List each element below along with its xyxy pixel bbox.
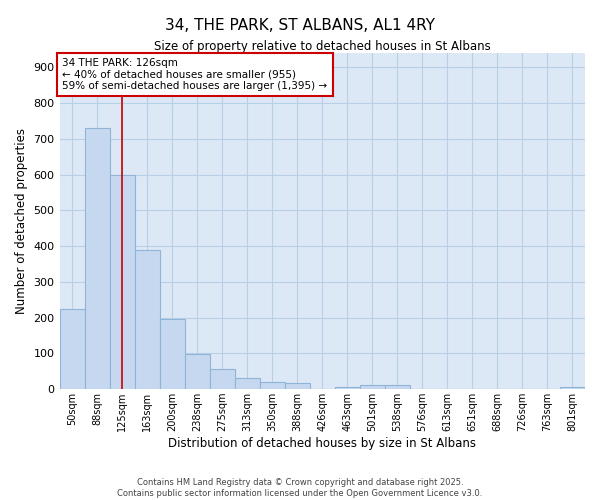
Bar xyxy=(335,388,360,389)
Text: Contains HM Land Registry data © Crown copyright and database right 2025.
Contai: Contains HM Land Registry data © Crown c… xyxy=(118,478,482,498)
Title: Size of property relative to detached houses in St Albans: Size of property relative to detached ho… xyxy=(154,40,491,53)
Bar xyxy=(385,385,410,389)
Bar xyxy=(285,382,310,389)
Bar xyxy=(185,354,209,389)
Text: 34, THE PARK, ST ALBANS, AL1 4RY: 34, THE PARK, ST ALBANS, AL1 4RY xyxy=(165,18,435,32)
Y-axis label: Number of detached properties: Number of detached properties xyxy=(15,128,28,314)
Bar xyxy=(235,378,260,389)
Bar xyxy=(260,382,285,389)
Text: 34 THE PARK: 126sqm
← 40% of detached houses are smaller (955)
59% of semi-detac: 34 THE PARK: 126sqm ← 40% of detached ho… xyxy=(62,58,327,91)
Bar xyxy=(110,174,134,389)
Bar xyxy=(134,250,160,389)
Bar xyxy=(560,388,585,389)
Bar xyxy=(209,370,235,389)
X-axis label: Distribution of detached houses by size in St Albans: Distribution of detached houses by size … xyxy=(168,437,476,450)
Bar xyxy=(59,308,85,389)
Bar xyxy=(85,128,110,389)
Bar xyxy=(160,320,185,389)
Bar xyxy=(360,385,385,389)
